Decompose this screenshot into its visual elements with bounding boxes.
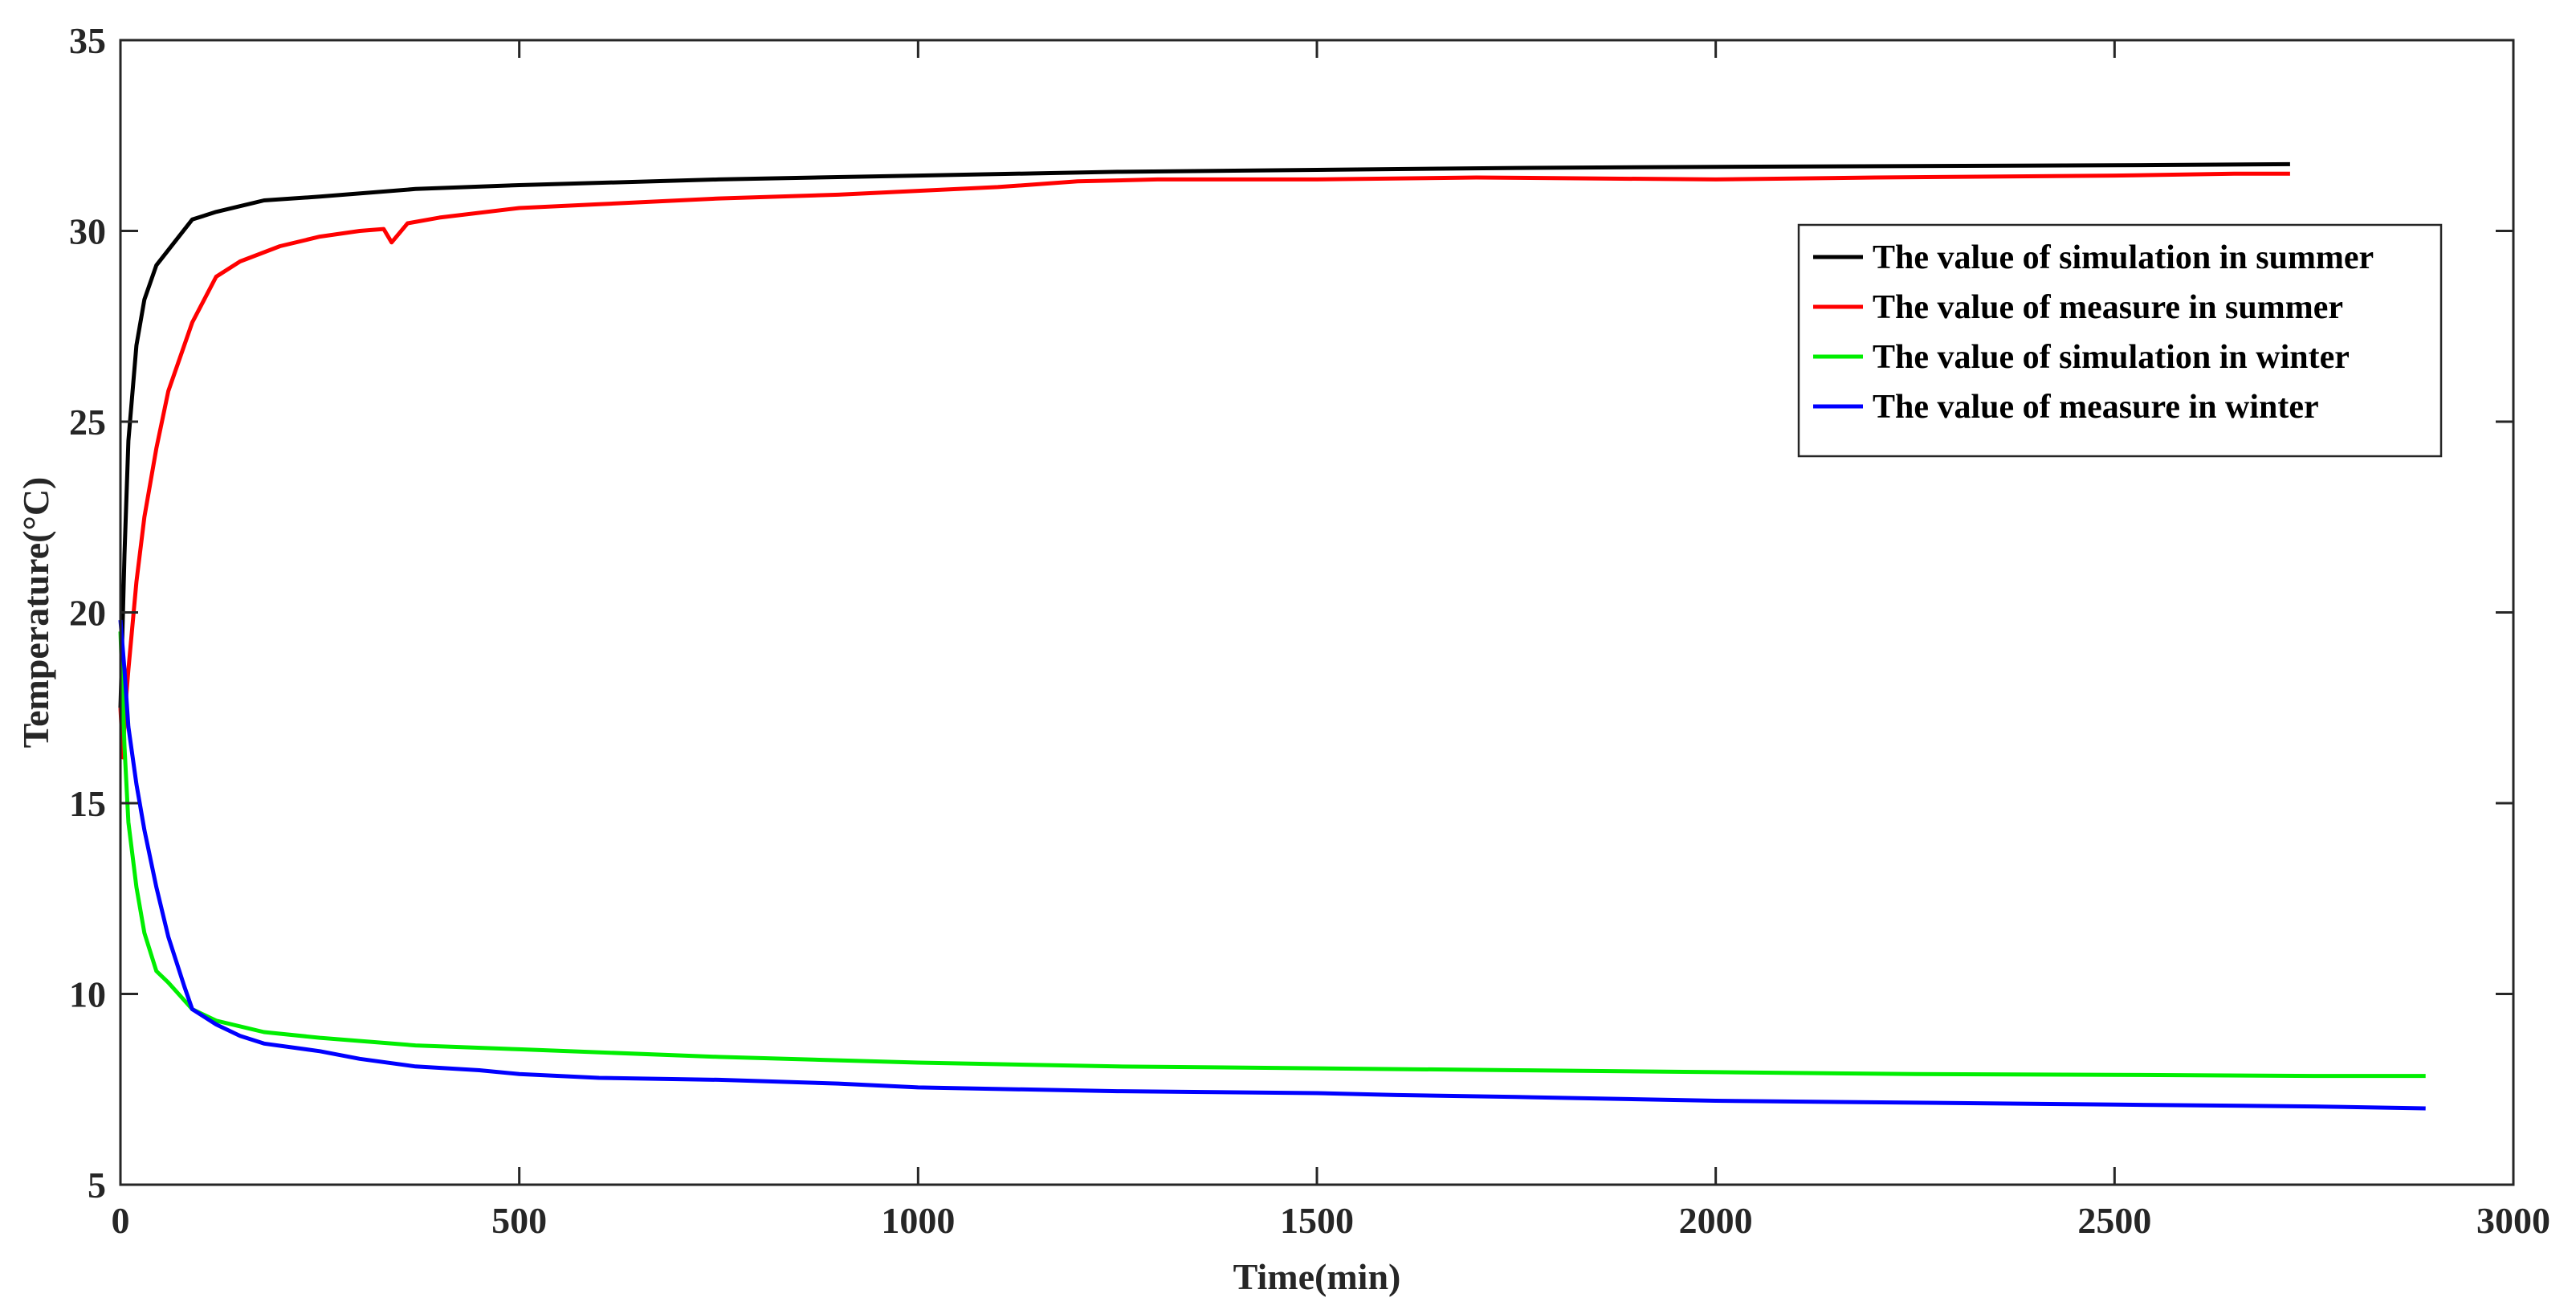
y-tick-label: 25 — [69, 402, 106, 443]
legend: The value of simulation in summer The val… — [1797, 223, 2443, 458]
y-tick-label: 35 — [69, 20, 106, 61]
y-tick-label: 30 — [69, 211, 106, 252]
legend-label: The value of measure in winter — [1873, 389, 2319, 426]
y-tick-labels: 5 10 15 20 25 30 35 — [69, 20, 106, 1206]
x-tick-label: 1000 — [881, 1200, 955, 1241]
legend-label: The value of measure in summer — [1873, 289, 2343, 326]
legend-label: The value of simulation in summer — [1873, 239, 2374, 276]
series-line-1 — [118, 161, 2290, 708]
x-tick-label: 2500 — [2077, 1200, 2151, 1241]
axis-ticks — [119, 39, 2515, 1186]
x-tick-label: 2000 — [1679, 1200, 1753, 1241]
y-tick-label: 5 — [88, 1165, 106, 1206]
x-tick-labels: 0 500 1000 1500 2000 2500 3000 — [112, 1200, 2551, 1241]
legend-label: The value of simulation in winter — [1873, 339, 2350, 376]
y-tick-label: 15 — [69, 783, 106, 824]
series-line-3 — [118, 631, 2426, 1079]
legend-items: The value of simulation in summer The val… — [1813, 239, 2374, 426]
y-tick-label: 10 — [69, 974, 106, 1015]
y-axis-title: Temperature(°C) — [15, 477, 56, 749]
x-tick-label: 500 — [491, 1200, 547, 1241]
legend-box — [1797, 223, 2443, 458]
x-tick-label: 3000 — [2476, 1200, 2550, 1241]
x-tick-label: 1500 — [1280, 1200, 1354, 1241]
x-axis-title: Time(min) — [1233, 1256, 1401, 1297]
series-line-4 — [118, 619, 2426, 1111]
series-line-2 — [118, 171, 2290, 760]
y-tick-label: 20 — [69, 593, 106, 634]
series-layer — [118, 161, 2426, 1111]
x-tick-label: 0 — [112, 1200, 130, 1241]
